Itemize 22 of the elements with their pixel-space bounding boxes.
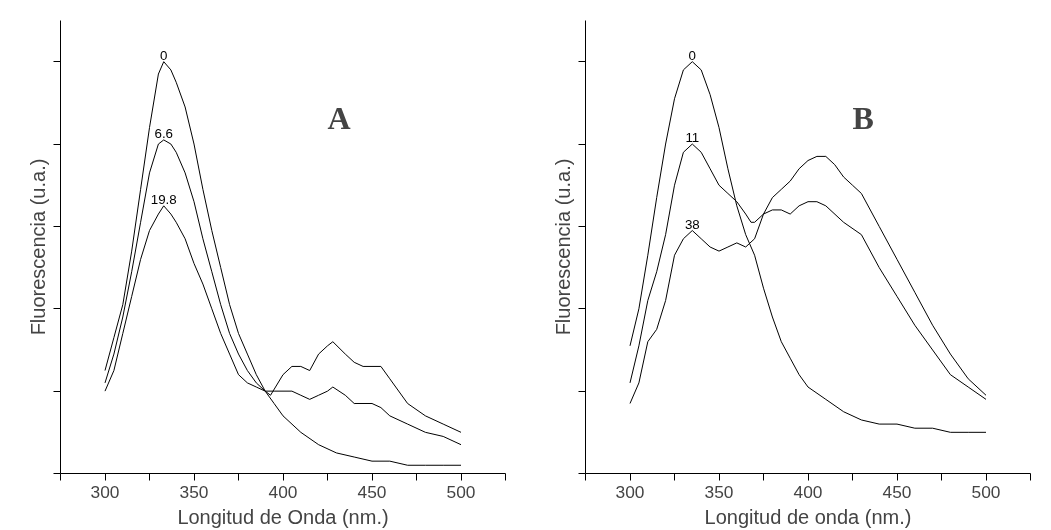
x-tick-label: 500 (446, 481, 476, 502)
x-tick-label: 350 (704, 481, 734, 502)
series-label: 0 (688, 47, 697, 63)
x-tick-label: 300 (615, 481, 645, 502)
series-label: 6.6 (154, 125, 174, 141)
x-tick-label: 350 (179, 481, 209, 502)
series-label: 38 (684, 216, 700, 232)
x-tick-label: 300 (90, 481, 120, 502)
series-label: 19.8 (150, 191, 177, 207)
x-axis-title: Longitud de Onda (nm.) (177, 505, 389, 528)
annotation: A (327, 99, 351, 136)
x-tick-label: 500 (971, 481, 1001, 502)
annotation: B (852, 99, 874, 136)
y-axis-title: Fluorescencia (u.a.) (26, 158, 49, 336)
series-label: 11 (685, 130, 700, 146)
y-axis-title: Fluorescencia (u.a.) (551, 158, 574, 336)
x-tick-label: 400 (793, 481, 823, 502)
series-label: 0 (160, 47, 168, 63)
x-tick-label: 450 (882, 481, 912, 502)
x-tick-label: 400 (268, 481, 298, 502)
x-axis-title: Longitud de onda (nm.) (704, 505, 912, 528)
x-tick-label: 450 (357, 481, 387, 502)
